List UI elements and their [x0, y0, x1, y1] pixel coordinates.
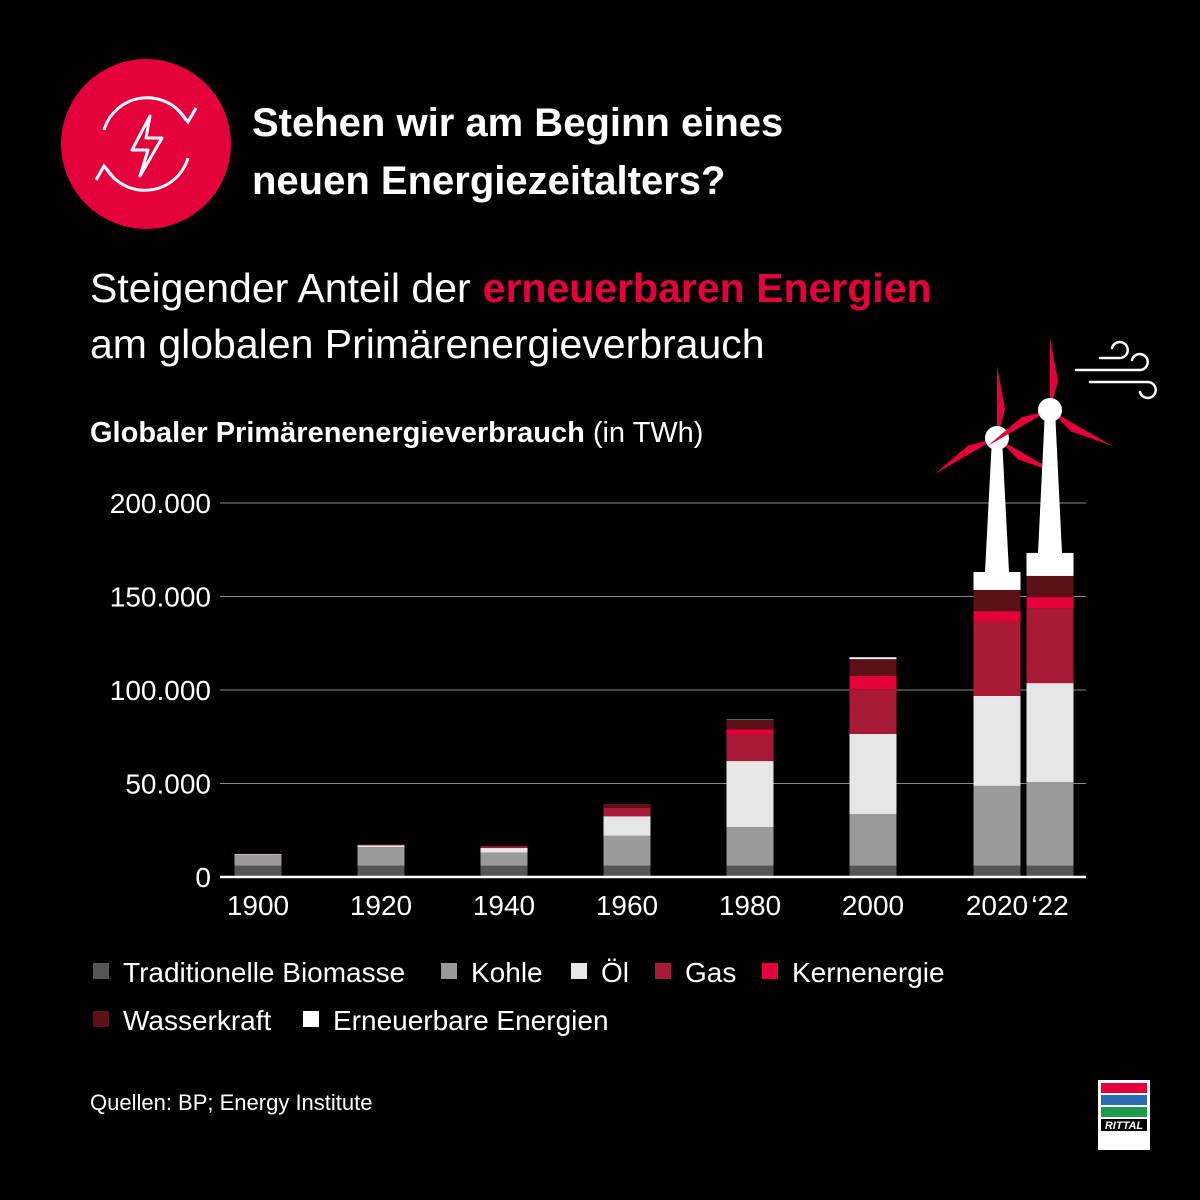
turbine-hub	[1038, 398, 1062, 422]
legend-swatch	[655, 963, 671, 979]
bar-segment	[849, 657, 897, 660]
legend-swatch	[93, 963, 109, 979]
bar-segment	[480, 852, 528, 866]
x-tick-label: 1940	[473, 890, 535, 921]
bar-segment	[973, 621, 1021, 696]
bar-segment	[849, 675, 897, 690]
bar-segment	[973, 572, 1021, 590]
chart-unit: (in TWh)	[593, 417, 704, 449]
legend-swatch	[303, 1011, 319, 1027]
subtitle-highlight: erneuerbaren Energien	[483, 265, 932, 311]
plot: 0 50.000 100.000 150.000 200.000 1900 1920 1940…	[93, 488, 1086, 1036]
chart-title-main: Globaler Primärenenergieverbrauch	[90, 417, 585, 449]
bar-segment	[849, 689, 897, 734]
x-tick-label: 2000	[842, 890, 904, 921]
turbine-blade	[987, 410, 1050, 446]
bar-segment	[1026, 683, 1074, 783]
y-tick-label: 150.000	[110, 582, 211, 613]
bar-segment	[603, 816, 651, 836]
chart-title: Globaler Primärenenergieverbrauch (in TWh…	[90, 417, 703, 449]
bar-segment	[603, 807, 651, 817]
bar-segment	[603, 803, 651, 808]
legend-label: Traditionelle Biomasse	[123, 957, 405, 988]
x-tick-label: ‘22	[1031, 890, 1068, 921]
wind-icon	[1074, 340, 1157, 400]
subtitle: Steigender Anteil der erneuerbaren Energi…	[90, 265, 932, 311]
legend-swatch	[93, 1011, 109, 1027]
logo-text: RITTAL	[1105, 1120, 1144, 1132]
y-tick-label: 200.000	[110, 488, 211, 519]
bar-segment	[1026, 575, 1074, 598]
bar-segment	[357, 865, 405, 877]
title: neuen Energiezeitalters?	[252, 159, 725, 203]
bar-segment	[603, 835, 651, 866]
legend-swatch	[571, 963, 587, 979]
subtitle-lead: Steigender Anteil der	[90, 265, 471, 311]
y-tick-label: 50.000	[125, 769, 211, 800]
turbine-blade	[1050, 338, 1058, 410]
y-tick-label: 100.000	[110, 675, 211, 706]
legend-label: Wasserkraft	[123, 1005, 272, 1036]
bar-segment	[480, 846, 528, 849]
bar-segment	[234, 865, 282, 877]
bar-segment	[1026, 597, 1074, 609]
bar-segment	[726, 827, 774, 866]
bar-segment	[973, 611, 1021, 622]
legend-swatch	[441, 963, 457, 979]
bar-segment	[726, 734, 774, 762]
turbine-blade	[1050, 410, 1113, 446]
turbine-blade	[934, 438, 997, 474]
bar-segment	[234, 854, 282, 866]
legend-label: Erneuerbare Energien	[333, 1005, 609, 1036]
x-tick-label: 1960	[596, 890, 658, 921]
bar-segment	[849, 659, 897, 676]
turbine-tower	[1038, 410, 1062, 553]
x-tick-label: 1920	[350, 890, 412, 921]
bar-segment	[1026, 608, 1074, 684]
subtitle: am globalen Primärenergieverbrauch	[90, 321, 765, 367]
bar-segment	[973, 589, 1021, 612]
bar-segment	[726, 761, 774, 828]
x-tick-label: 2020	[966, 890, 1028, 921]
turbine-tower	[985, 438, 1009, 572]
turbines	[934, 338, 1113, 572]
bar-segment	[973, 865, 1021, 877]
turbine-blade	[997, 366, 1005, 438]
legend-swatch	[762, 963, 778, 979]
bar-segment	[480, 845, 528, 847]
y-tick-label: 0	[195, 862, 211, 893]
bar-segment	[726, 729, 774, 735]
bar-segment	[849, 813, 897, 866]
bar-segment	[603, 865, 651, 877]
bar-segment	[726, 719, 774, 730]
legend-label: Kernenergie	[792, 957, 945, 988]
bar-segment	[849, 733, 897, 814]
bar-segment	[726, 865, 774, 877]
turbine-hub	[985, 426, 1009, 450]
bar-segment	[1026, 552, 1074, 576]
legend-label: Öl	[601, 957, 629, 988]
bar-segment	[234, 853, 282, 855]
bar-segment	[973, 695, 1021, 786]
x-tick-label: 1900	[227, 890, 289, 921]
icon	[61, 59, 231, 229]
bar-segment	[973, 785, 1021, 866]
bar-segment	[357, 847, 405, 866]
bar-segment	[849, 865, 897, 877]
source: Quellen: BP; Energy Institute	[90, 1090, 373, 1115]
x-tick-label: 1980	[719, 890, 781, 921]
bar-segment	[357, 845, 405, 848]
title: Stehen wir am Beginn eines	[252, 101, 783, 145]
legend-label: Kohle	[471, 957, 543, 988]
bar-segment	[480, 848, 528, 853]
logo: RITTAL	[1098, 1080, 1150, 1150]
bar-segment	[1026, 782, 1074, 866]
legend-label: Gas	[685, 957, 736, 988]
bar-segment	[357, 844, 405, 846]
bar-segment	[480, 865, 528, 877]
bar-segment	[1026, 865, 1074, 877]
